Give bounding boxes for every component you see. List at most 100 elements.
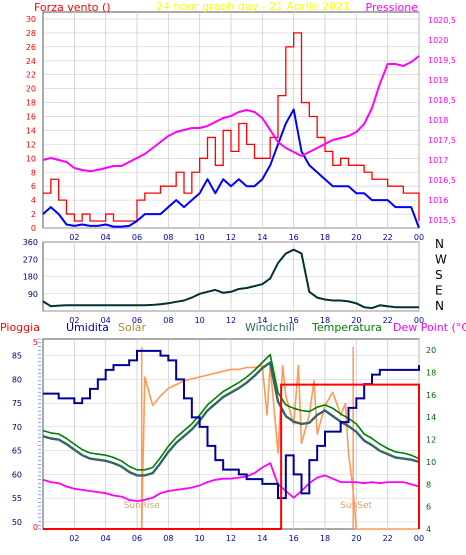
x-tick-label: 20: [351, 316, 361, 325]
humidity-tick-label: 85: [12, 352, 22, 361]
x-tick-label: 14: [257, 316, 267, 325]
x-tick-label: 14: [257, 534, 267, 543]
y-left-tick-label: 6: [31, 182, 36, 191]
x-tick-label: 02: [69, 316, 79, 325]
y-left-tick-label: 20: [26, 85, 36, 94]
y-right-tick-label: 1017,5: [428, 136, 456, 145]
x-tick-label: 08: [163, 316, 173, 325]
temp-tick-label: 16: [426, 391, 436, 400]
temp-tick-label: 4: [426, 525, 431, 534]
x-tick-label: 08: [163, 534, 173, 543]
y-tick-label: 360: [23, 238, 38, 247]
temp-tick-label: 14: [426, 413, 436, 422]
wind-force-label: Forza vento (): [34, 1, 111, 14]
x-tick-label: 14: [257, 233, 267, 242]
y-right-tick-label: 1020: [428, 36, 448, 45]
dewpoint-line: [42, 462, 420, 503]
y-right-tick-label: 1016: [428, 196, 448, 205]
temperature-line: [42, 353, 420, 471]
humidity-tick-label: 80: [12, 375, 22, 384]
x-tick-label: 18: [320, 534, 330, 543]
temp-tick-label: 20: [426, 346, 436, 355]
rain-label: Pioggia: [0, 321, 40, 334]
x-tick-label: 04: [101, 233, 111, 242]
y-right-tick-label: 1016,5: [428, 176, 456, 185]
solar-label: Solar: [118, 321, 147, 334]
x-tick-label: 18: [320, 316, 330, 325]
x-tick-label: 10: [195, 316, 205, 325]
temp-tick-label: 6: [426, 503, 431, 512]
x-tick-label: 04: [101, 534, 111, 543]
x-tick-label: 20: [351, 534, 361, 543]
y-left-tick-label: 10: [26, 154, 36, 163]
humidity-tick-label: 70: [12, 423, 22, 432]
y-right-tick-label: 1018: [428, 116, 448, 125]
y-left-tick-label: 12: [26, 140, 36, 149]
x-tick-label: 16: [289, 534, 299, 543]
y-left-tick-label: 16: [26, 113, 36, 122]
sunset-label: SunSet: [340, 501, 372, 511]
y-left-tick-label: 8: [31, 168, 36, 177]
humidity-tick-label: 65: [12, 447, 22, 456]
windchill-label: Windchill: [245, 321, 295, 334]
compass-label: N: [435, 299, 444, 313]
temp-tick-label: 18: [426, 369, 436, 378]
temp-tick-label: 10: [426, 458, 436, 467]
rain-tick-label: 0: [33, 523, 38, 532]
x-tick-label: 18: [320, 233, 330, 242]
compass-label: E: [435, 284, 443, 298]
y-tick-label: 90: [28, 290, 38, 299]
x-tick-label: 10: [195, 233, 205, 242]
temp-tick-label: 12: [426, 436, 436, 445]
windchill-line: [42, 361, 420, 477]
y-left-tick-label: 22: [26, 71, 36, 80]
sunrise-label: SunRise: [124, 501, 161, 511]
y-left-tick-label: 4: [31, 196, 36, 205]
rain-line: [43, 383, 420, 530]
compass-label: S: [435, 268, 443, 282]
x-tick-label: 12: [226, 233, 236, 242]
compass-label: N: [435, 237, 444, 251]
x-tick-label: 04: [101, 316, 111, 325]
humidity-tick-label: 75: [12, 399, 22, 408]
x-tick-label: 02: [69, 233, 79, 242]
y-left-tick-label: 2: [31, 210, 36, 219]
y-tick-label: 180: [23, 273, 38, 282]
x-tick-label: 10: [195, 534, 205, 543]
x-tick-label: 16: [289, 233, 299, 242]
dewpoint-label: Dew Point (°C): [393, 321, 466, 334]
pressure-line: [42, 55, 420, 173]
y-left-tick-label: 14: [26, 126, 36, 135]
rain-tick-label: 5: [33, 338, 38, 347]
y-left-tick-label: 24: [26, 57, 36, 66]
humidity-tick-label: 60: [12, 470, 22, 479]
y-right-tick-label: 1019: [428, 76, 448, 85]
x-tick-label: 06: [132, 316, 142, 325]
wind-pressure-axes: 0246810121416182022242628301015,51016101…: [26, 15, 456, 242]
y-tick-label: 270: [23, 255, 38, 264]
x-tick-label: 16: [289, 316, 299, 325]
wind-pressure-series: [42, 32, 420, 229]
y-right-tick-label: 1018,5: [428, 96, 456, 105]
x-tick-label: 22: [383, 534, 393, 543]
pressure-label: Pressione: [366, 1, 419, 14]
x-tick-label: 00: [414, 316, 424, 325]
y-right-tick-label: 1017: [428, 156, 448, 165]
x-tick-label: 12: [226, 534, 236, 543]
multi-axes: 50 55 60 65 70 75 80 85 4 6 8 10 12 14 16 18 20 0 5 02 04 06 0…: [12, 338, 436, 543]
x-tick-label: 06: [132, 534, 142, 543]
direction-line: [42, 248, 419, 310]
x-tick-label: 02: [69, 534, 79, 543]
temp-tick-label: 8: [426, 480, 431, 489]
y-right-tick-label: 1019,5: [428, 56, 456, 65]
y-left-tick-label: 0: [31, 224, 36, 233]
humidity-line: [43, 349, 420, 500]
direction-series: [42, 248, 419, 310]
humidity-label: Umidita: [66, 321, 109, 334]
x-tick-label: 22: [383, 316, 393, 325]
wind-pressure-grid: [43, 12, 420, 229]
temperature-label: Temperatura: [311, 321, 382, 334]
x-tick-label: 08: [163, 233, 173, 242]
